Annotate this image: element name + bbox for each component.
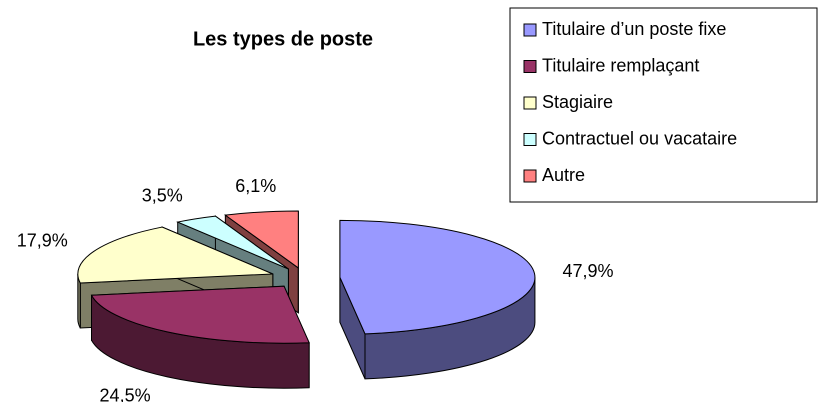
legend-swatch [523,60,537,73]
legend-swatch [523,133,537,146]
pie-slice [90,285,310,389]
slice-top [90,285,310,344]
pie-slice [77,226,274,329]
legend-label: Stagiaire [542,92,613,112]
slice-top [339,219,536,335]
data-label: 17,9% [17,230,68,250]
slice-top [176,215,289,270]
legend-swatch [523,96,537,110]
data-label: 24,5% [100,386,151,402]
data-label: 6,1% [235,176,276,196]
legend-label: Titulaire d’un poste fixe [542,19,726,39]
legend-label: Contractuel ou vacataire [542,128,737,148]
legend-swatch [523,169,537,183]
legend-label: Autre [542,165,585,185]
slice-top [77,226,274,284]
slice-top [224,210,299,269]
legend-box [509,7,818,203]
data-label: 47,9% [562,261,613,281]
pie-slice [339,219,536,380]
legend-label: Titulaire remplaçant [542,55,699,75]
data-label: 3,5% [142,186,183,206]
chart-title: Les types de poste [193,28,373,50]
legend-swatch [523,23,537,37]
